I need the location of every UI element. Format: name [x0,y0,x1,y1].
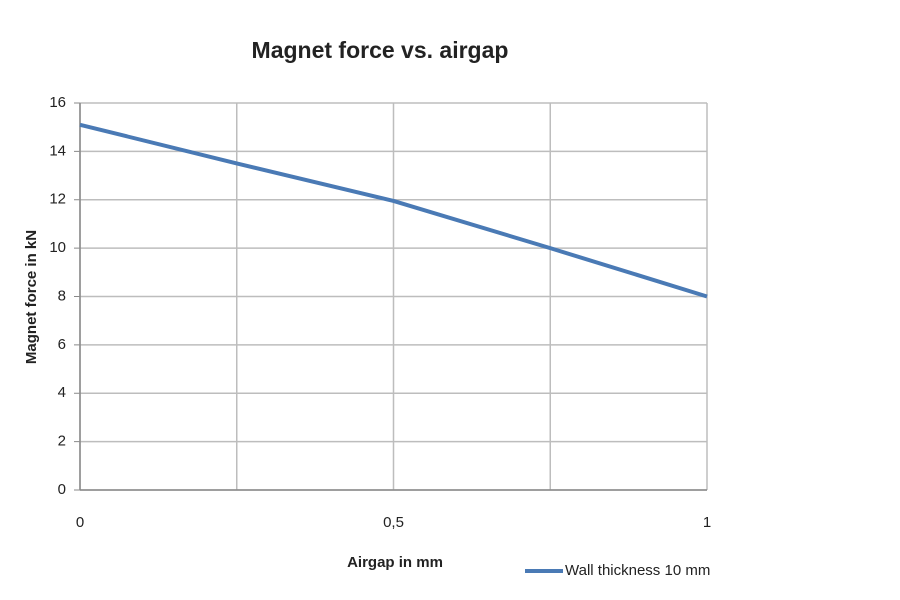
y-tick-label: 4 [58,384,66,401]
y-tick-label: 12 [49,191,66,208]
x-tick-label: 1 [703,514,711,531]
x-axis-title: Airgap in mm [347,554,443,571]
y-tick-label: 8 [58,287,66,304]
legend-label: Wall thickness 10 mm [565,562,710,579]
data-line [79,122,708,299]
y-tick-label: 16 [49,94,66,111]
y-tick-label: 2 [58,433,66,450]
y-tick-label: 0 [58,481,66,498]
x-tick-label: 0 [76,514,84,531]
y-tick-label: 14 [49,142,66,159]
x-tick-label: 0,5 [383,514,404,531]
y-tick-label: 10 [49,239,66,256]
chart-title: Magnet force vs. airgap [252,37,509,63]
y-tick-label: 6 [58,336,66,353]
y-axis-title: Magnet force in kN [23,230,40,364]
